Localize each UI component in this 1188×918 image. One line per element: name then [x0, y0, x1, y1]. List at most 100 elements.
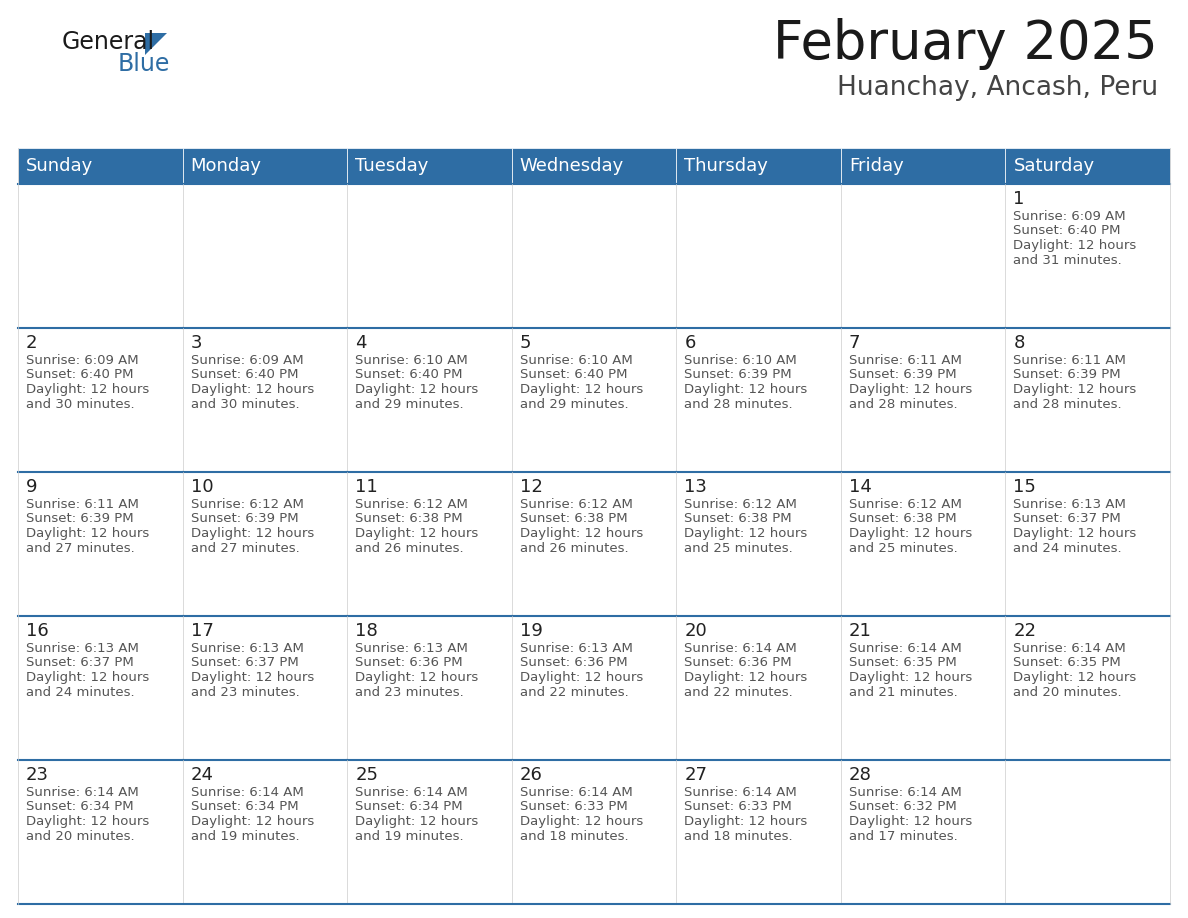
Text: 13: 13: [684, 478, 707, 496]
Text: Monday: Monday: [190, 157, 261, 175]
Text: Sunset: 6:37 PM: Sunset: 6:37 PM: [26, 656, 134, 669]
Text: Daylight: 12 hours: Daylight: 12 hours: [26, 383, 150, 396]
Bar: [1005, 616, 1170, 760]
Text: Sunrise: 6:14 AM: Sunrise: 6:14 AM: [190, 786, 303, 799]
Text: and 22 minutes.: and 22 minutes.: [519, 686, 628, 699]
Text: 20: 20: [684, 622, 707, 640]
Bar: [183, 760, 347, 904]
Bar: [183, 148, 347, 184]
Bar: [676, 184, 841, 328]
Text: 6: 6: [684, 334, 696, 352]
Bar: [18, 328, 183, 472]
Text: 26: 26: [519, 766, 543, 784]
Text: 15: 15: [1013, 478, 1036, 496]
Text: Sunset: 6:34 PM: Sunset: 6:34 PM: [355, 800, 463, 813]
Text: Daylight: 12 hours: Daylight: 12 hours: [190, 383, 314, 396]
Text: and 18 minutes.: and 18 minutes.: [684, 830, 792, 843]
Text: Sunrise: 6:09 AM: Sunrise: 6:09 AM: [190, 354, 303, 367]
Text: Sunrise: 6:14 AM: Sunrise: 6:14 AM: [684, 642, 797, 655]
Text: Sunrise: 6:13 AM: Sunrise: 6:13 AM: [1013, 498, 1126, 511]
Text: Daylight: 12 hours: Daylight: 12 hours: [519, 815, 643, 828]
Text: and 31 minutes.: and 31 minutes.: [1013, 253, 1123, 266]
Bar: [183, 472, 347, 616]
Text: Sunset: 6:33 PM: Sunset: 6:33 PM: [519, 800, 627, 813]
Text: Sunset: 6:37 PM: Sunset: 6:37 PM: [1013, 512, 1121, 525]
Text: Sunrise: 6:13 AM: Sunrise: 6:13 AM: [519, 642, 632, 655]
Text: Daylight: 12 hours: Daylight: 12 hours: [684, 383, 808, 396]
Text: and 21 minutes.: and 21 minutes.: [849, 686, 958, 699]
Text: 16: 16: [26, 622, 49, 640]
Text: Sunset: 6:33 PM: Sunset: 6:33 PM: [684, 800, 792, 813]
Text: Sunset: 6:34 PM: Sunset: 6:34 PM: [190, 800, 298, 813]
Text: and 28 minutes.: and 28 minutes.: [849, 397, 958, 410]
Bar: [183, 616, 347, 760]
Text: and 24 minutes.: and 24 minutes.: [26, 686, 134, 699]
Text: Sunrise: 6:13 AM: Sunrise: 6:13 AM: [26, 642, 139, 655]
Bar: [1005, 148, 1170, 184]
Bar: [347, 472, 512, 616]
Text: Daylight: 12 hours: Daylight: 12 hours: [849, 527, 972, 540]
Text: and 22 minutes.: and 22 minutes.: [684, 686, 794, 699]
Text: and 25 minutes.: and 25 minutes.: [684, 542, 794, 554]
Text: Sunset: 6:36 PM: Sunset: 6:36 PM: [684, 656, 792, 669]
Text: 4: 4: [355, 334, 367, 352]
Text: Daylight: 12 hours: Daylight: 12 hours: [26, 527, 150, 540]
Bar: [347, 328, 512, 472]
Bar: [347, 616, 512, 760]
Bar: [512, 472, 676, 616]
Bar: [841, 184, 1005, 328]
Bar: [841, 472, 1005, 616]
Bar: [841, 148, 1005, 184]
Text: Friday: Friday: [849, 157, 904, 175]
Text: Sunrise: 6:12 AM: Sunrise: 6:12 AM: [355, 498, 468, 511]
Text: Sunset: 6:32 PM: Sunset: 6:32 PM: [849, 800, 956, 813]
Text: Sunrise: 6:14 AM: Sunrise: 6:14 AM: [1013, 642, 1126, 655]
Text: Daylight: 12 hours: Daylight: 12 hours: [1013, 383, 1137, 396]
Text: and 20 minutes.: and 20 minutes.: [1013, 686, 1121, 699]
Bar: [1005, 472, 1170, 616]
Text: Sunrise: 6:09 AM: Sunrise: 6:09 AM: [1013, 210, 1126, 223]
Text: Sunset: 6:40 PM: Sunset: 6:40 PM: [519, 368, 627, 382]
Text: Daylight: 12 hours: Daylight: 12 hours: [1013, 527, 1137, 540]
Text: 17: 17: [190, 622, 214, 640]
Text: 23: 23: [26, 766, 49, 784]
Bar: [18, 148, 183, 184]
Text: Sunrise: 6:14 AM: Sunrise: 6:14 AM: [849, 786, 961, 799]
Text: Sunrise: 6:12 AM: Sunrise: 6:12 AM: [849, 498, 962, 511]
Bar: [18, 472, 183, 616]
Text: Daylight: 12 hours: Daylight: 12 hours: [519, 527, 643, 540]
Text: Saturday: Saturday: [1013, 157, 1094, 175]
Text: Sunrise: 6:12 AM: Sunrise: 6:12 AM: [190, 498, 303, 511]
Text: 5: 5: [519, 334, 531, 352]
Text: Sunset: 6:40 PM: Sunset: 6:40 PM: [355, 368, 462, 382]
Text: Daylight: 12 hours: Daylight: 12 hours: [1013, 239, 1137, 252]
Text: Daylight: 12 hours: Daylight: 12 hours: [190, 671, 314, 684]
Text: Sunrise: 6:14 AM: Sunrise: 6:14 AM: [849, 642, 961, 655]
Text: Sunset: 6:40 PM: Sunset: 6:40 PM: [1013, 225, 1121, 238]
Text: and 24 minutes.: and 24 minutes.: [1013, 542, 1121, 554]
Text: 7: 7: [849, 334, 860, 352]
Text: Sunrise: 6:10 AM: Sunrise: 6:10 AM: [684, 354, 797, 367]
Text: Wednesday: Wednesday: [519, 157, 624, 175]
Text: Sunset: 6:39 PM: Sunset: 6:39 PM: [190, 512, 298, 525]
Bar: [676, 472, 841, 616]
Text: and 27 minutes.: and 27 minutes.: [26, 542, 134, 554]
Text: and 25 minutes.: and 25 minutes.: [849, 542, 958, 554]
Text: Daylight: 12 hours: Daylight: 12 hours: [684, 671, 808, 684]
Text: Sunset: 6:39 PM: Sunset: 6:39 PM: [26, 512, 133, 525]
Bar: [676, 760, 841, 904]
Text: Sunrise: 6:14 AM: Sunrise: 6:14 AM: [684, 786, 797, 799]
Text: Daylight: 12 hours: Daylight: 12 hours: [190, 527, 314, 540]
Text: and 30 minutes.: and 30 minutes.: [190, 397, 299, 410]
Text: Sunset: 6:40 PM: Sunset: 6:40 PM: [190, 368, 298, 382]
Text: Daylight: 12 hours: Daylight: 12 hours: [190, 815, 314, 828]
Text: Sunset: 6:38 PM: Sunset: 6:38 PM: [849, 512, 956, 525]
Text: 14: 14: [849, 478, 872, 496]
Text: and 29 minutes.: and 29 minutes.: [355, 397, 463, 410]
Text: Daylight: 12 hours: Daylight: 12 hours: [849, 815, 972, 828]
Text: and 30 minutes.: and 30 minutes.: [26, 397, 134, 410]
Text: 25: 25: [355, 766, 378, 784]
Text: Daylight: 12 hours: Daylight: 12 hours: [355, 671, 479, 684]
Text: and 23 minutes.: and 23 minutes.: [190, 686, 299, 699]
Text: 12: 12: [519, 478, 543, 496]
